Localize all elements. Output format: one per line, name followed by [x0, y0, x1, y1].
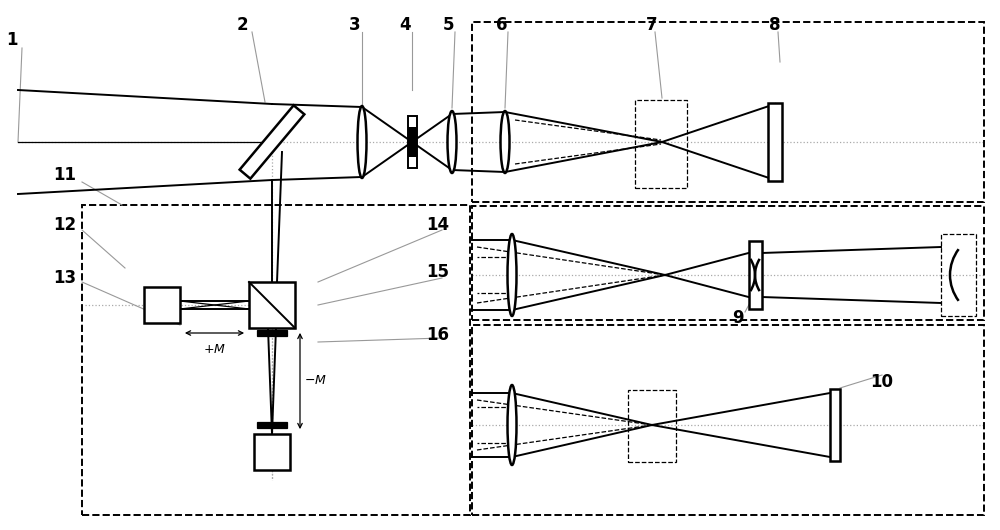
- Bar: [257, 330, 287, 336]
- Bar: [830, 389, 840, 461]
- Text: 13: 13: [53, 269, 77, 287]
- Bar: [768, 103, 782, 181]
- Text: 8: 8: [769, 16, 781, 34]
- Bar: [472, 22, 984, 202]
- Text: 16: 16: [426, 326, 450, 344]
- Text: 10: 10: [870, 373, 894, 391]
- Text: 2: 2: [236, 16, 248, 34]
- Bar: [748, 241, 762, 309]
- Bar: [249, 282, 295, 328]
- Ellipse shape: [508, 234, 516, 316]
- Text: 14: 14: [426, 216, 450, 234]
- Text: 11: 11: [54, 166, 76, 184]
- Bar: [254, 434, 290, 470]
- Text: 9: 9: [732, 309, 744, 327]
- Text: 7: 7: [646, 16, 658, 34]
- Text: 12: 12: [53, 216, 77, 234]
- Bar: [257, 422, 287, 428]
- Ellipse shape: [501, 111, 510, 173]
- Text: 5: 5: [442, 16, 454, 34]
- Ellipse shape: [508, 385, 516, 465]
- Text: 6: 6: [496, 16, 508, 34]
- Text: $+M$: $+M$: [203, 343, 226, 356]
- Text: 15: 15: [426, 263, 450, 281]
- Ellipse shape: [447, 111, 456, 173]
- Bar: [144, 287, 180, 323]
- Ellipse shape: [358, 106, 366, 178]
- Text: 1: 1: [6, 31, 18, 49]
- Polygon shape: [240, 105, 304, 179]
- Bar: [941, 234, 976, 316]
- Bar: [628, 390, 676, 462]
- Bar: [472, 325, 984, 515]
- Bar: [472, 206, 984, 320]
- Text: 4: 4: [399, 16, 411, 34]
- Bar: [408, 127, 416, 156]
- Text: 3: 3: [349, 16, 361, 34]
- Bar: [82, 205, 470, 515]
- Bar: [408, 116, 416, 168]
- Bar: [635, 100, 687, 188]
- Text: $-M$: $-M$: [304, 375, 327, 387]
